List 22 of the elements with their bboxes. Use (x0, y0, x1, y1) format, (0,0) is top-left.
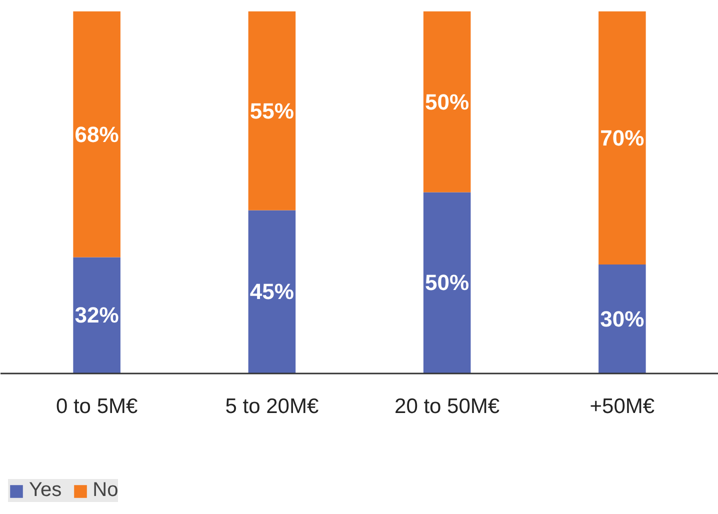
data-label: 45% (250, 279, 294, 304)
bar (248, 210, 296, 374)
bar (423, 192, 471, 374)
data-label: 55% (250, 98, 294, 124)
data-label: 68% (74, 122, 119, 147)
bar (423, 11, 471, 192)
data-label: 50% (425, 89, 470, 114)
x-tick-label: 5 to 20M€ (225, 395, 319, 418)
bar (73, 257, 120, 374)
bar (598, 264, 646, 374)
legend-label: No (92, 479, 118, 502)
x-tick-label: 20 to 50M€ (394, 395, 500, 418)
data-label: 32% (74, 302, 119, 328)
bar (73, 11, 120, 258)
x-tick-label: +50M€ (590, 395, 655, 418)
data-label: 50% (425, 270, 470, 296)
data-label: 70% (600, 125, 644, 150)
x-tick-label: 0 to 5M€ (56, 395, 138, 418)
data-label: 30% (600, 306, 644, 332)
bar (598, 11, 646, 265)
legend-label: Yes (29, 479, 62, 502)
bar (248, 11, 296, 210)
